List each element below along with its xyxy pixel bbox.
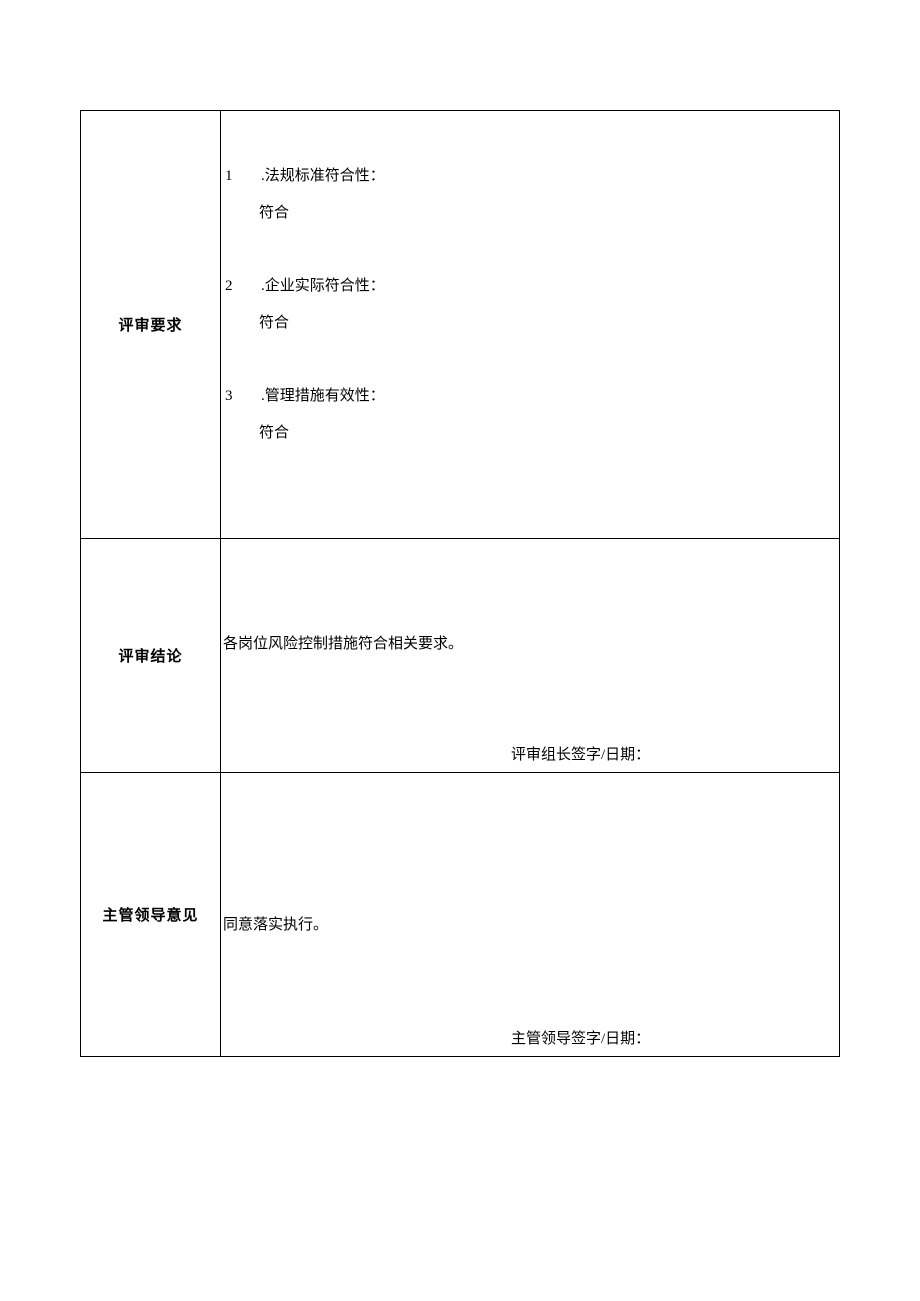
- requirement-item-3: 3 .管理措施有效性： 符合: [223, 384, 839, 442]
- requirement-head: 2 .企业实际符合性：: [223, 274, 839, 295]
- requirement-number: 1: [223, 168, 255, 185]
- conclusion-row: 评审结论 各岗位风险控制措施符合相关要求。 评审组长签字/日期：: [81, 539, 840, 773]
- review-form-table: 评审要求 1 .法规标准符合性： 符合 2 .企业实际符合性：: [80, 110, 840, 1057]
- requirement-title: .企业实际符合性：: [255, 274, 385, 295]
- requirement-head: 1 .法规标准符合性：: [223, 164, 839, 185]
- requirement-item-1: 1 .法规标准符合性： 符合: [223, 164, 839, 222]
- requirement-answer: 符合: [223, 311, 839, 332]
- requirement-title: .法规标准符合性：: [255, 164, 385, 185]
- requirement-number: 2: [223, 278, 255, 295]
- requirements-row: 评审要求 1 .法规标准符合性： 符合 2 .企业实际符合性：: [81, 111, 840, 539]
- requirements-label: 评审要求: [81, 111, 221, 539]
- requirement-items: 1 .法规标准符合性： 符合 2 .企业实际符合性： 符合: [223, 156, 839, 442]
- opinion-label: 主管领导意见: [81, 773, 221, 1057]
- opinion-content: 同意落实执行。 主管领导签字/日期：: [221, 773, 840, 1057]
- conclusion-label: 评审结论: [81, 539, 221, 773]
- form-table-container: 评审要求 1 .法规标准符合性： 符合 2 .企业实际符合性：: [80, 110, 840, 1057]
- requirements-content: 1 .法规标准符合性： 符合 2 .企业实际符合性： 符合: [221, 111, 840, 539]
- opinion-text: 同意落实执行。: [223, 913, 328, 934]
- requirement-item-2: 2 .企业实际符合性： 符合: [223, 274, 839, 332]
- requirement-answer: 符合: [223, 201, 839, 222]
- requirement-number: 3: [223, 388, 255, 405]
- conclusion-text: 各岗位风险控制措施符合相关要求。: [223, 632, 463, 653]
- conclusion-signature-line: 评审组长签字/日期：: [511, 743, 650, 764]
- opinion-signature-line: 主管领导签字/日期：: [511, 1027, 650, 1048]
- requirement-head: 3 .管理措施有效性：: [223, 384, 839, 405]
- opinion-row: 主管领导意见 同意落实执行。 主管领导签字/日期：: [81, 773, 840, 1057]
- requirement-title: .管理措施有效性：: [255, 384, 385, 405]
- conclusion-content: 各岗位风险控制措施符合相关要求。 评审组长签字/日期：: [221, 539, 840, 773]
- requirement-answer: 符合: [223, 421, 839, 442]
